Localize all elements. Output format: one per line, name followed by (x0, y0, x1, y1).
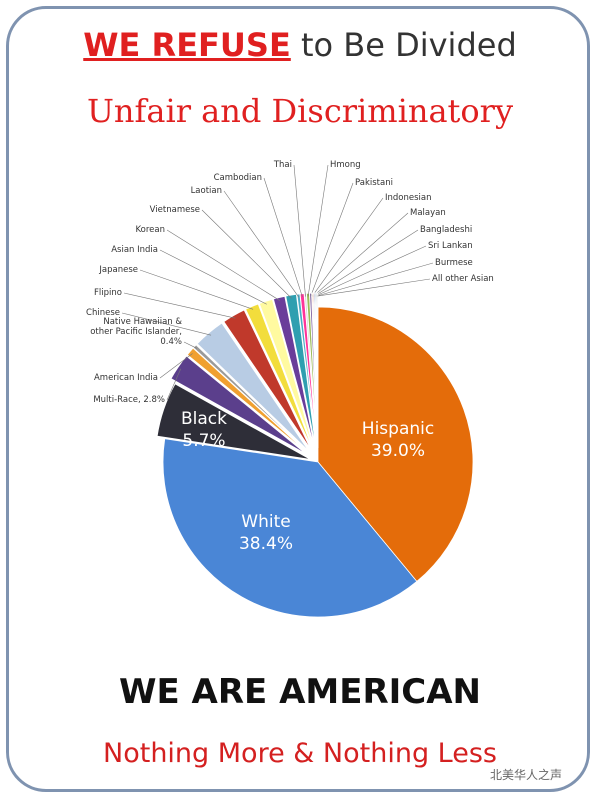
leader-line (201, 209, 292, 299)
slice-label: Vietnamese (149, 205, 200, 215)
slice-label: All other Asian (432, 274, 494, 284)
tagline: Nothing More & Nothing Less (103, 738, 497, 769)
pie-slice (196, 322, 310, 452)
title-line: WE REFUSE to Be Divided (0, 26, 600, 64)
slice-label: Hispanic 39.0% (362, 418, 434, 462)
leader-line (159, 249, 267, 305)
leader-line (313, 212, 409, 297)
leader-line (159, 353, 193, 379)
frame (6, 6, 590, 792)
leader-line (312, 197, 384, 297)
pie-slice (316, 292, 319, 449)
slice-label: Thai (273, 160, 292, 170)
slice-label: Hmong (330, 160, 361, 170)
slice-label: Japanese (99, 265, 138, 275)
watermark: 北美华人之声 (490, 768, 563, 782)
slice-label: Chinese (86, 308, 120, 318)
title-rest: to Be Divided (300, 26, 517, 64)
pie-slice (170, 355, 307, 455)
leader-line (263, 177, 303, 297)
slice-label: American India (93, 373, 158, 383)
slice-name: White (241, 512, 291, 532)
leader-line (315, 245, 427, 297)
leader-line (223, 190, 300, 298)
leader-line (166, 229, 280, 301)
pie-slice (317, 306, 474, 582)
slice-name: Black (181, 409, 227, 429)
slice-label: Indonesian (385, 193, 432, 203)
slice-label: Laotian (190, 186, 222, 196)
slice-label: White 38.4% (239, 511, 293, 555)
value-label: 5.7% (182, 431, 226, 451)
leader-line (166, 368, 182, 401)
slice-label: Native Hawaiian & other Pacific Islander… (90, 317, 182, 347)
leader-line (183, 341, 198, 349)
slice-label: Asian India (111, 245, 158, 255)
leader-line (314, 229, 419, 297)
pie-slice (223, 309, 312, 451)
title-emphasis: WE REFUSE (83, 26, 291, 64)
leader-line (307, 164, 329, 297)
slice-label: Burmese (435, 258, 473, 268)
leader-line (317, 278, 431, 297)
leader-line (139, 269, 254, 310)
subtitle: Unfair and Discriminatory (86, 92, 514, 130)
pie-slice (285, 293, 317, 449)
slice-label: Flipino (94, 288, 122, 298)
headline: WE ARE AMERICAN (118, 672, 482, 712)
pie-slice (245, 303, 313, 450)
leader-line (121, 312, 212, 336)
leader-line (310, 182, 354, 297)
slice-label: Pakistani (355, 178, 393, 188)
slice-label: Sri Lankan (428, 241, 473, 251)
slice-label: Malayan (410, 208, 446, 218)
leader-line (123, 292, 236, 319)
value-label: 38.4% (238, 534, 294, 554)
pie-slice (162, 438, 418, 618)
pie-slice (258, 298, 315, 449)
value-label: 39.0% (370, 441, 426, 461)
leader-line (316, 262, 434, 297)
pie-slice (192, 344, 309, 453)
slice-name: Hispanic (361, 419, 435, 439)
slice-label: Black 5.7% (181, 408, 227, 452)
pie-slice (186, 347, 308, 454)
pie-slice (156, 383, 311, 460)
slice-label: Korean (135, 225, 165, 235)
slice-label: Bangladeshi (420, 225, 473, 235)
pie-slice (272, 295, 316, 449)
leader-line (293, 164, 306, 297)
slice-label: Cambodian (213, 173, 262, 183)
slice-label: Multi-Race, 2.8% (93, 395, 165, 405)
